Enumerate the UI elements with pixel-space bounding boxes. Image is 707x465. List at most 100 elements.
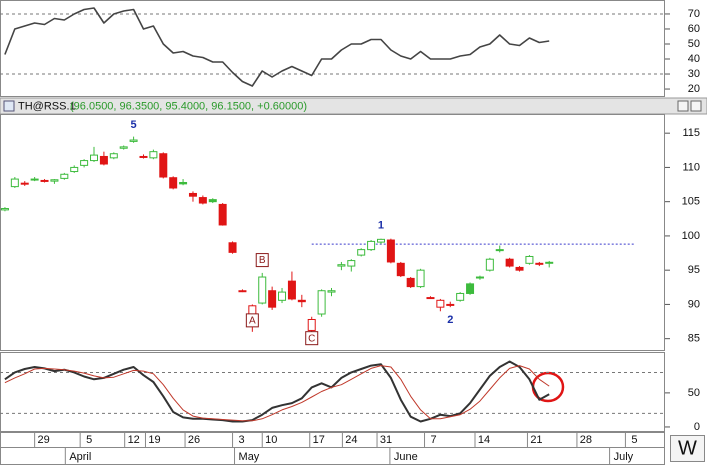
x-tick-label: 10 (265, 434, 277, 446)
candle-body (238, 290, 247, 293)
candle-body (495, 249, 504, 252)
y-tick-label: 70 (688, 8, 700, 20)
candle-body (446, 303, 455, 306)
x-tick-label: 5 (86, 434, 92, 446)
x-tick-label: 12 (128, 434, 140, 446)
x-tick-label: 31 (380, 434, 392, 446)
stochastic-line (4, 360, 550, 423)
candle-body (485, 258, 494, 271)
y-tick-label: 40 (688, 53, 700, 65)
candle-body (208, 199, 217, 203)
candle-body (337, 264, 346, 267)
month-label: May (239, 451, 260, 463)
annotation: 5 (131, 119, 137, 131)
candle-body (80, 160, 89, 166)
annotation: 1 (378, 220, 384, 232)
candle-body (327, 290, 336, 293)
candle-body (268, 290, 277, 308)
candle-body (466, 283, 475, 294)
candle-body (515, 266, 524, 271)
candle-body (30, 178, 39, 181)
candle-body (109, 153, 118, 159)
candle-body (505, 258, 514, 267)
candle-body (228, 242, 237, 253)
y-tick-label: 105 (682, 196, 700, 208)
ohlc-readout: (96.0500, 96.3500, 95.4000, 96.1500, +0.… (70, 100, 307, 112)
candle-body (99, 155, 108, 165)
x-tick-label: 29 (38, 434, 50, 446)
x-tick-label: 17 (313, 434, 325, 446)
stochastic-panel (0, 352, 665, 432)
candle-body (297, 299, 306, 303)
y-tick-label: 50 (688, 38, 700, 50)
candle-body (357, 249, 366, 256)
annotation-box (305, 331, 319, 346)
x-tick-label: 3 (238, 434, 244, 446)
candle-body (0, 208, 9, 211)
price-panel (0, 114, 665, 351)
y-tick-label: 85 (688, 333, 700, 345)
candle-body (456, 292, 465, 301)
candle-body (436, 299, 445, 308)
candle-body (287, 280, 296, 300)
y-tick-label: 115 (682, 127, 700, 139)
candle-body (179, 181, 188, 185)
month-label: June (394, 451, 418, 463)
candle-body (416, 269, 425, 288)
month-label: July (614, 451, 634, 463)
stochastic-line (4, 365, 550, 422)
candle-body (90, 154, 99, 162)
period-button-label[interactable]: W (678, 437, 697, 459)
candle-body (376, 238, 385, 243)
candle-body (307, 318, 316, 331)
candle-body (139, 155, 148, 158)
candle-body (20, 182, 29, 185)
candle-body (278, 291, 287, 301)
candle-body (129, 139, 138, 142)
candle-body (386, 239, 395, 263)
x-tick-label: 7 (430, 434, 436, 446)
annotation: A (249, 316, 256, 327)
candle-body (149, 151, 158, 159)
x-tick-label: 24 (345, 434, 357, 446)
candle-body (426, 297, 435, 300)
candle-body (169, 177, 178, 189)
x-tick-label: 5 (631, 434, 637, 446)
date-axis (0, 432, 665, 465)
candle-body (475, 276, 484, 279)
candle-body (525, 255, 534, 264)
candle-body (545, 261, 554, 264)
candle-body (396, 262, 405, 277)
candle-body (10, 178, 19, 188)
candle-body (347, 260, 356, 267)
minimize-button[interactable] (677, 100, 689, 112)
y-tick-label: 50 (688, 387, 700, 399)
candle-body (119, 146, 128, 149)
y-tick-label: 90 (688, 298, 700, 310)
y-tick-label: 20 (688, 83, 700, 95)
annotation-box (255, 253, 269, 268)
candle-body (317, 290, 326, 315)
candle-body (406, 277, 415, 288)
x-tick-label: 26 (188, 434, 200, 446)
x-tick-label: 21 (530, 434, 542, 446)
candle-body (60, 173, 69, 179)
rsi-line (4, 7, 550, 87)
annotation: B (259, 255, 266, 266)
close-button[interactable] (690, 100, 702, 112)
symbol-name: TH@RSS.1 (18, 100, 76, 112)
annotation-box (245, 313, 259, 328)
x-tick-label: 14 (478, 434, 490, 446)
month-label: April (69, 451, 91, 463)
x-tick-label: 28 (580, 434, 592, 446)
y-tick-label: 30 (688, 68, 700, 80)
period-button[interactable] (670, 435, 705, 462)
candle-body (258, 276, 267, 304)
candle-body (188, 192, 197, 197)
candle-body (535, 262, 544, 265)
header-icon (3, 100, 15, 112)
y-tick-label: 0 (694, 421, 700, 433)
candle-body (198, 197, 207, 204)
y-tick-label: 100 (682, 230, 700, 242)
